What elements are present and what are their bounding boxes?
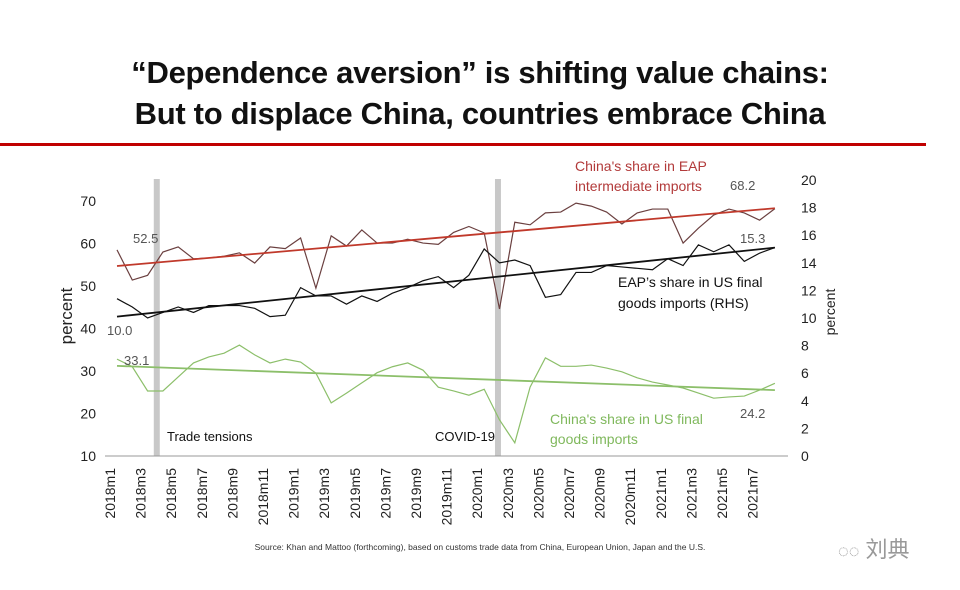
y-right-tick: 20 [801,172,817,188]
green-series-label-2: goods imports [550,431,638,447]
title-line-2: But to displace China, countries embrace… [134,96,826,131]
label-52-5: 52.5 [133,231,158,246]
y-left-tick: 20 [80,406,96,422]
red-series-label-2: intermediate imports [575,178,702,194]
x-tick: 2021m5 [714,468,730,519]
x-tick: 2020m3 [500,468,516,519]
y-right-tick: 0 [801,448,809,464]
x-tick: 2019m1 [286,468,302,519]
x-tick: 2018m7 [194,468,210,519]
red-series-label-1: China's share in EAP [575,158,707,174]
watermark: ◌◌ 刘典 [838,532,910,564]
watermark-text: 刘典 [865,537,910,562]
x-tick: 2018m9 [224,468,240,519]
wechat-icon: ◌◌ [838,541,860,561]
event-label-trade-tensions: Trade tensions [167,429,253,444]
y-right-tick: 18 [801,200,817,216]
y-left-tick: 10 [80,448,96,464]
black-series-label-1: EAP’s share in US final [618,274,762,290]
y-left-tick: 40 [80,321,96,337]
x-tick: 2020m5 [530,468,546,519]
x-tick: 2021m7 [745,468,761,519]
y-right-tick: 16 [801,227,817,243]
x-tick: 2020m1 [469,468,485,519]
x-tick: 2020m11 [622,468,638,526]
x-tick: 2021m3 [683,468,699,519]
y-right-tick: 6 [801,365,809,381]
y-right-tick: 14 [801,255,817,271]
y-left-label: percent [57,287,76,344]
label-24-2: 24.2 [740,406,765,421]
label-68-2: 68.2 [730,178,755,193]
label-33-1: 33.1 [124,353,149,368]
series-line-0 [116,202,776,310]
y-right-tick: 10 [801,310,817,326]
title-rule [0,143,926,146]
y-left-tick: 30 [80,363,96,379]
x-tick: 2019m5 [347,468,363,519]
x-tick: 2019m11 [439,468,455,526]
y-left-tick: 70 [80,193,96,209]
trend-line-2 [116,365,775,392]
y-right-tick: 2 [801,420,809,436]
x-tick: 2019m3 [316,468,332,519]
title-line-1: “Dependence aversion” is shifting value … [131,55,829,90]
event-band-1 [494,179,501,456]
x-tick: 2020m9 [592,468,608,519]
y-right-label: percent [822,289,838,336]
x-tick: 2018m1 [102,468,118,519]
y-right-tick: 12 [801,282,817,298]
green-series-label-1: China's share in US final [550,411,703,427]
y-right-tick: 4 [801,393,809,409]
x-tick: 2021m1 [653,468,669,519]
x-tick: 2019m7 [377,468,393,519]
x-tick: 2019m9 [408,468,424,519]
x-tick: 2018m11 [255,468,271,526]
y-right-tick: 8 [801,338,809,354]
event-band-0 [153,179,160,456]
label-10-0: 10.0 [107,323,132,338]
black-series-label-2: goods imports (RHS) [618,295,749,311]
y-left-tick: 60 [80,236,96,252]
event-label-covid: COVID-19 [435,429,495,444]
x-tick: 2018m5 [163,468,179,519]
label-15-3: 15.3 [740,231,765,246]
series-line-2 [116,344,776,445]
source-note: Source: Khan and Mattoo (forthcoming), b… [254,542,706,552]
trend-line-1 [116,246,775,318]
x-tick: 2020m7 [561,468,577,519]
trend-line-0 [116,207,775,267]
x-tick: 2018m3 [133,468,149,519]
y-left-tick: 50 [80,278,96,294]
